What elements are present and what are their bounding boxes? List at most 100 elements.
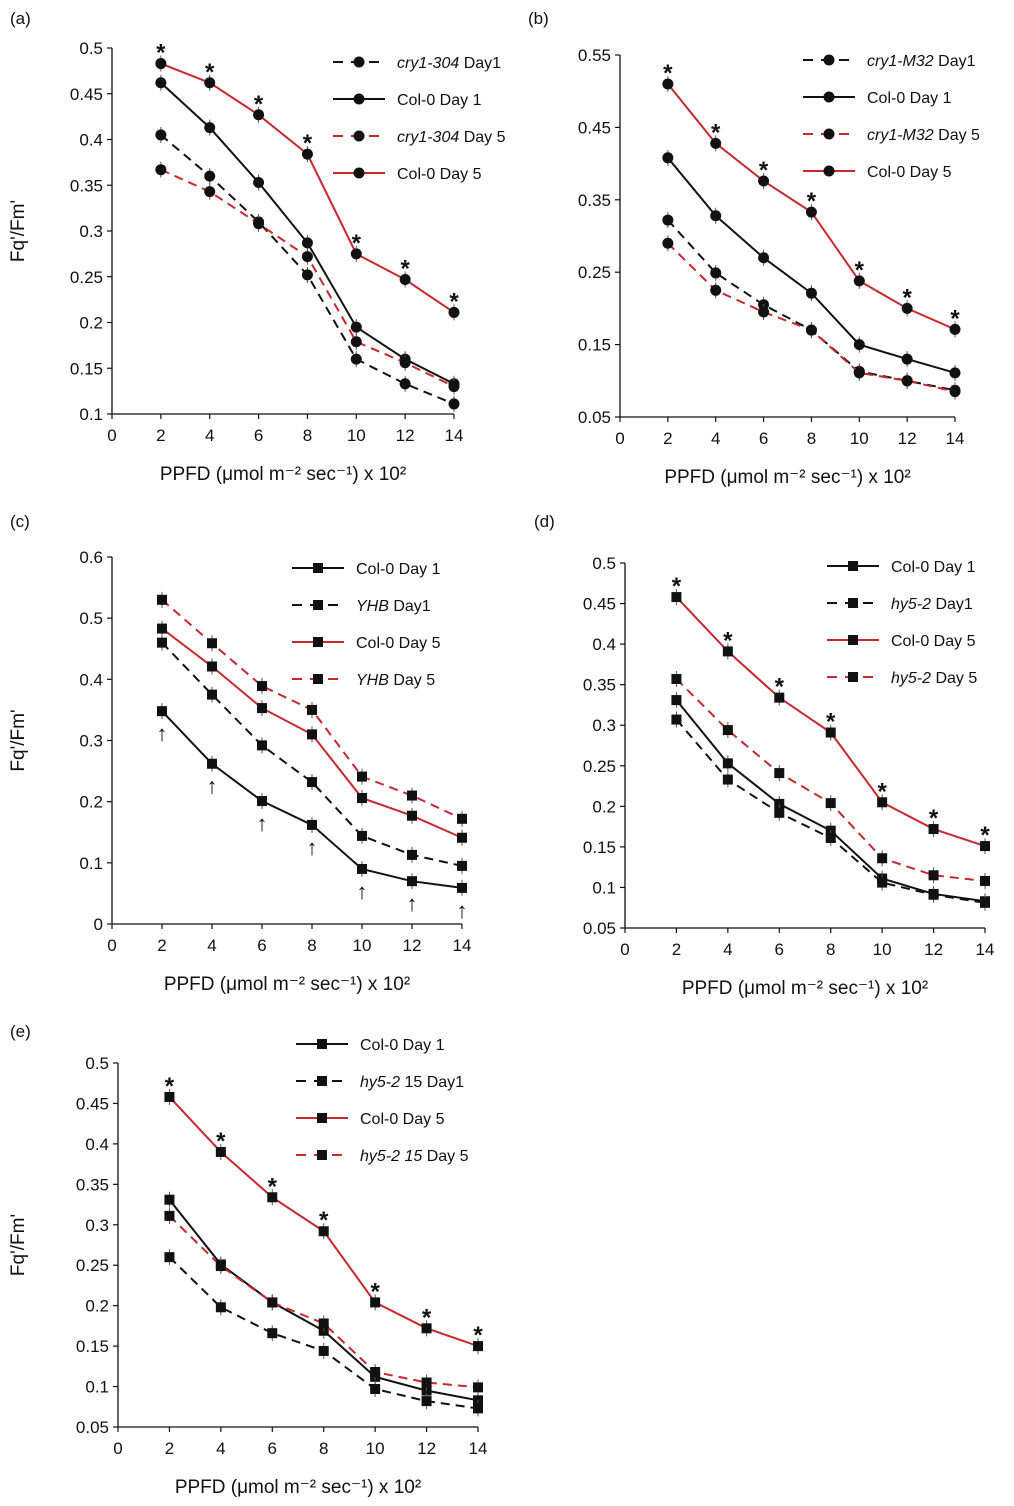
up-arrow-icon: ↑ bbox=[307, 835, 318, 860]
data-point bbox=[357, 792, 367, 803]
series-1 bbox=[157, 703, 467, 896]
data-point bbox=[901, 375, 913, 387]
y-tick-label: 0 bbox=[94, 915, 103, 934]
legend-item: cry1-M32 Day1 bbox=[803, 53, 976, 70]
significance-star: * bbox=[807, 188, 817, 215]
panel-2: (b) 0.05 0.15 0.25 0.35 0.45 0.55 0 2 4 6 8 10 12 14 PP… bbox=[528, 9, 980, 488]
legend-label-rest: Day 5 bbox=[931, 670, 977, 687]
data-point bbox=[448, 398, 460, 410]
data-point bbox=[825, 798, 836, 809]
data-point bbox=[215, 1302, 226, 1313]
x-tick-label: 6 bbox=[268, 1439, 277, 1458]
significance-star: * bbox=[449, 288, 459, 315]
data-point bbox=[980, 841, 990, 852]
y-tick-label: 0.05 bbox=[578, 408, 611, 427]
significance-star: * bbox=[165, 1073, 175, 1100]
y-tick-label: 0.1 bbox=[592, 878, 616, 897]
data-point bbox=[257, 703, 267, 714]
y-axis-title: Fq'/Fm' bbox=[8, 709, 29, 771]
y-tick-label: 0.2 bbox=[79, 314, 103, 333]
data-point bbox=[257, 681, 267, 692]
series-2 bbox=[662, 149, 961, 381]
panel-label: (d) bbox=[534, 512, 555, 531]
y-tick-label: 0.1 bbox=[79, 405, 103, 424]
significance-star: * bbox=[826, 709, 836, 736]
y-tick-label: 0.4 bbox=[85, 1135, 109, 1154]
significance-star: * bbox=[775, 674, 785, 701]
y-tick-label: 0.35 bbox=[76, 1175, 109, 1194]
series-4 bbox=[164, 1207, 483, 1396]
legend-swatch-marker bbox=[848, 635, 858, 645]
data-point bbox=[980, 875, 990, 886]
legend-label-rest: Col-0 Day 1 bbox=[867, 90, 952, 107]
data-point bbox=[207, 661, 217, 672]
legend-swatch-marker bbox=[353, 56, 365, 68]
series-2 bbox=[164, 1249, 483, 1417]
significance-star: * bbox=[422, 1304, 432, 1331]
panel-label: (b) bbox=[528, 9, 549, 28]
data-point bbox=[307, 819, 317, 830]
x-tick-label: 0 bbox=[107, 936, 116, 955]
data-point bbox=[877, 853, 888, 864]
legend-label: hy5-2 15 Day 5 bbox=[360, 1148, 469, 1165]
x-tick-label: 6 bbox=[257, 936, 266, 955]
data-point bbox=[350, 321, 362, 333]
x-axis-title: PPFD (μmol m⁻² sec⁻¹) x 10² bbox=[682, 978, 928, 999]
x-tick-label: 0 bbox=[107, 426, 116, 445]
legend-label-italic: hy5-2 bbox=[891, 596, 931, 613]
x-tick-label: 14 bbox=[445, 426, 464, 445]
significance-star: * bbox=[663, 60, 673, 87]
data-point bbox=[204, 186, 216, 198]
data-point bbox=[357, 771, 367, 782]
data-point bbox=[928, 824, 939, 835]
data-point bbox=[155, 129, 167, 141]
data-point bbox=[671, 673, 682, 684]
significance-star: * bbox=[319, 1207, 329, 1234]
series-3 bbox=[671, 589, 990, 855]
data-point bbox=[318, 1226, 329, 1237]
up-arrow-icon: ↑ bbox=[457, 898, 468, 923]
significance-star: * bbox=[711, 119, 721, 146]
data-point bbox=[722, 758, 733, 769]
series-4 bbox=[157, 591, 467, 827]
legend-label-italic: cry1-M32 bbox=[867, 127, 934, 144]
data-point bbox=[257, 740, 267, 751]
y-tick-label: 0.15 bbox=[583, 838, 616, 857]
up-arrow-icon: ↑ bbox=[257, 811, 268, 836]
series-4 bbox=[671, 670, 990, 889]
legend-label: cry1-M32 Day 5 bbox=[867, 127, 980, 144]
x-tick-label: 14 bbox=[469, 1439, 488, 1458]
data-point bbox=[774, 798, 785, 809]
y-tick-label: 0.4 bbox=[592, 635, 616, 654]
legend-label: hy5-2 Day 5 bbox=[891, 670, 977, 687]
data-point bbox=[155, 164, 167, 176]
legend: Col-0 Day 1 hy5-2 Day1 Col-0 Day 5 hy5-2 Da… bbox=[827, 559, 977, 687]
data-point bbox=[157, 594, 167, 605]
data-point bbox=[164, 1194, 175, 1205]
series-2 bbox=[155, 74, 460, 392]
panel-5: (e) 0.05 0.1 0.15 0.2 0.25 0.3 0.35 0.4 0.45 0.5 0 2… bbox=[8, 1022, 487, 1498]
panel-label: (a) bbox=[10, 9, 31, 28]
data-point bbox=[877, 877, 888, 888]
data-point bbox=[710, 267, 722, 279]
data-point bbox=[357, 830, 367, 841]
x-tick-label: 6 bbox=[759, 429, 768, 448]
legend: cry1-M32 Day1 Col-0 Day 1 cry1-M32 Day 5 Co… bbox=[803, 53, 980, 181]
legend-label: Col-0 Day 1 bbox=[867, 90, 952, 107]
data-point bbox=[722, 725, 733, 736]
data-point bbox=[457, 813, 467, 824]
y-tick-label: 0.45 bbox=[70, 85, 103, 104]
data-point bbox=[267, 1192, 278, 1203]
legend-swatch-marker bbox=[317, 1039, 327, 1049]
y-tick-label: 0.5 bbox=[79, 609, 103, 628]
legend: cry1-304 Day1 Col-0 Day 1 cry1-304 Day 5 Co… bbox=[333, 55, 506, 183]
legend-label: cry1-304 Day 5 bbox=[397, 129, 506, 146]
legend-label-rest: Day1 bbox=[934, 53, 976, 70]
data-point bbox=[267, 1297, 278, 1308]
legend-label: hy5-2 Day1 bbox=[891, 596, 973, 613]
data-point bbox=[421, 1385, 432, 1396]
data-point bbox=[825, 727, 836, 738]
data-point bbox=[662, 214, 674, 226]
series-4 bbox=[155, 55, 460, 321]
data-point bbox=[825, 832, 836, 843]
